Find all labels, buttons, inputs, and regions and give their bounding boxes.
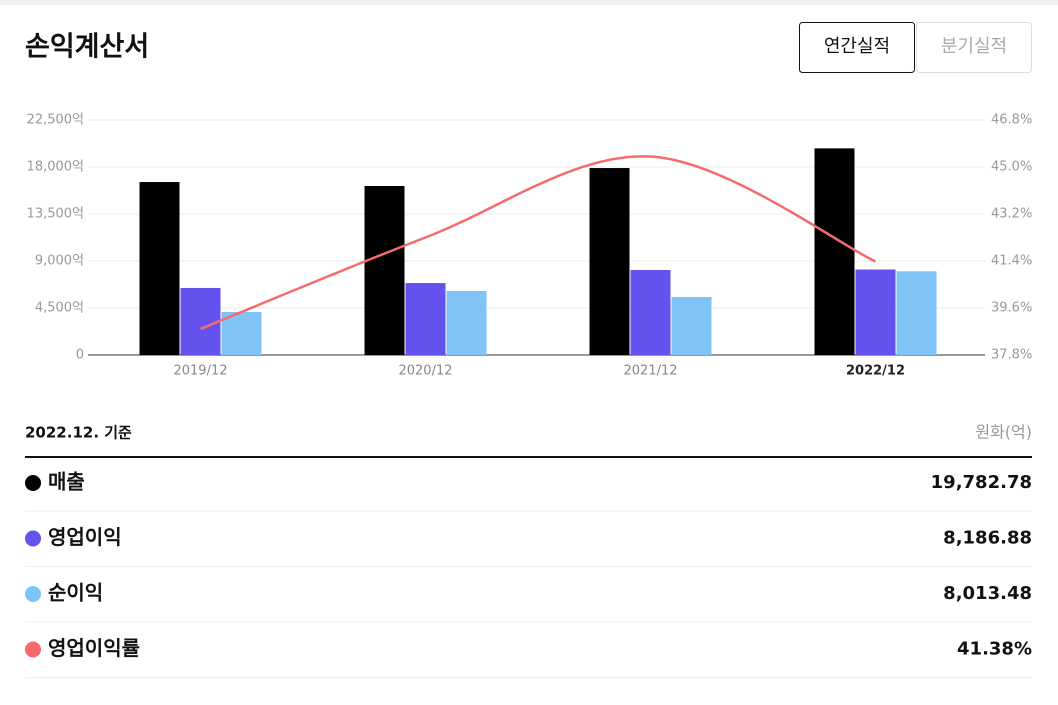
y2-tick-label: 43.2% [991, 207, 1032, 222]
tab-label[interactable]: 분기실적 [941, 36, 1007, 57]
row-name: 영업이익 [48, 525, 122, 549]
row-value: 19,782.78 [931, 472, 1032, 493]
table-basis: 2022.12. 기준 [25, 424, 132, 442]
y2-tick-label: 39.6% [991, 301, 1032, 316]
bar [855, 269, 896, 355]
bar [896, 271, 937, 355]
y-tick-label: 13,500억 [27, 207, 84, 222]
y-tick-label: 4,500억 [35, 301, 84, 316]
tab-label[interactable]: 연간실적 [824, 36, 890, 57]
bar [589, 168, 630, 355]
y-tick-label: 9,000억 [35, 254, 84, 269]
top-bar [0, 0, 1058, 5]
bar [630, 269, 671, 355]
y2-tick-label: 46.8% [991, 113, 1032, 128]
row-value: 8,186.88 [943, 528, 1032, 549]
row-name: 순이익 [48, 581, 103, 605]
y-tick-label: 22,500억 [27, 113, 84, 128]
row-value: 41.38% [957, 639, 1032, 660]
page-title: 손익계산서 [25, 32, 149, 63]
legend-dot [25, 586, 41, 602]
y-tick-label: 18,000억 [27, 160, 84, 175]
row-name: 매출 [48, 470, 85, 494]
bar [180, 287, 221, 355]
x-tick-label: 2022/12 [846, 364, 905, 379]
row-name: 영업이익률 [48, 636, 140, 660]
table-unit: 원화(억) [975, 423, 1032, 442]
bar [364, 186, 405, 355]
x-tick-label: 2020/12 [398, 364, 452, 379]
line [200, 155, 877, 331]
row-value: 8,013.48 [943, 583, 1032, 604]
x-tick-label: 2021/12 [623, 364, 677, 379]
y2-tick-label: 45.0% [991, 160, 1032, 175]
bar [139, 182, 180, 355]
y2-tick-label: 41.4% [991, 254, 1032, 269]
legend-dot [25, 641, 41, 658]
bar [221, 311, 262, 355]
bar [671, 297, 712, 355]
x-tick-label: 2019/12 [173, 364, 227, 379]
bar [405, 283, 446, 355]
y-tick-label: 0 [76, 348, 84, 363]
legend-dot [25, 475, 41, 491]
bar [446, 290, 487, 355]
tab[interactable] [916, 22, 1032, 73]
legend-dot [25, 530, 41, 547]
bar [814, 148, 855, 355]
y2-tick-label: 37.8% [991, 348, 1032, 363]
tab-active[interactable] [799, 22, 915, 73]
